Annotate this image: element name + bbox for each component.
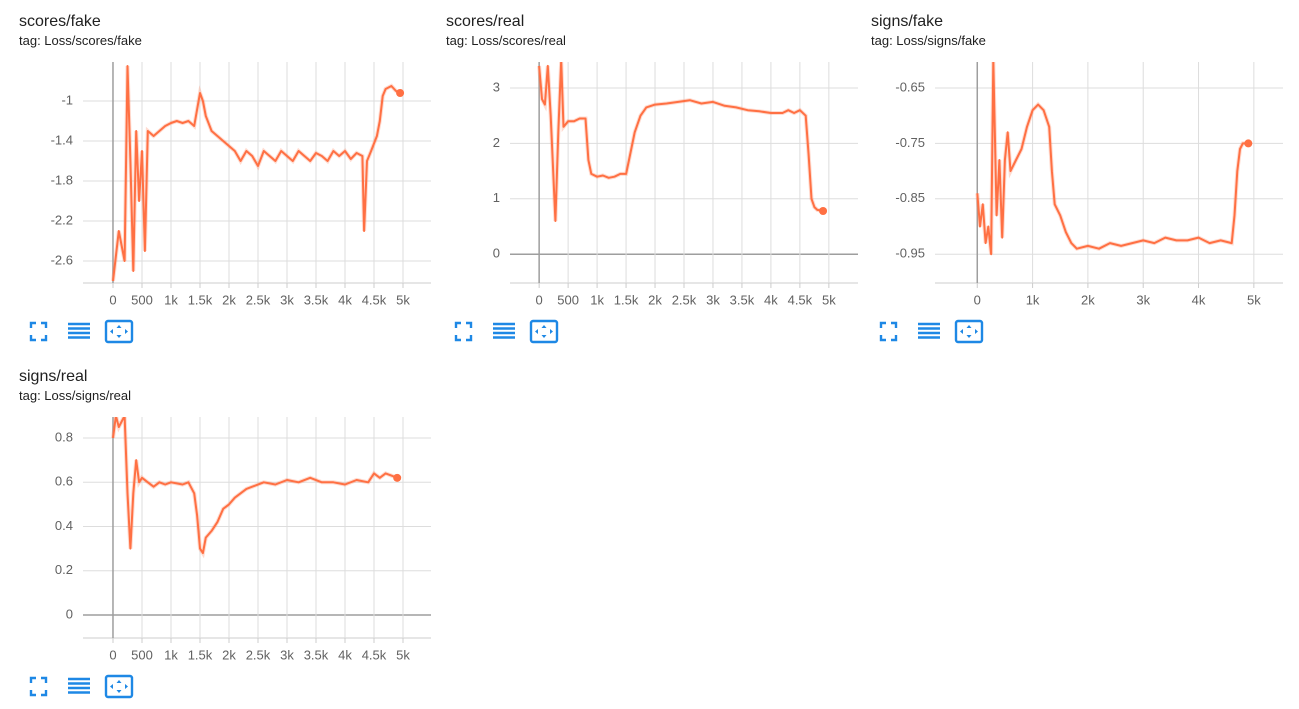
y-tick-label: 2 (493, 135, 500, 150)
y-tick-label: 1 (493, 190, 500, 205)
chart-subtitle: tag: Loss/scores/real (446, 33, 566, 48)
last-point (393, 473, 402, 482)
raw-line (537, 62, 824, 222)
chart-toolbar[interactable] (454, 319, 559, 344)
x-tick-label: 1.5k (188, 647, 213, 662)
x-tick-label: 3k (706, 292, 720, 307)
y-tick-label: 0 (493, 246, 500, 261)
y-tick-label: 3 (493, 79, 500, 94)
chart-subtitle: tag: Loss/scores/fake (19, 33, 142, 48)
x-tick-label: 2k (222, 292, 236, 307)
x-tick-label: 4k (1192, 292, 1206, 307)
y-tick-label: -0.95 (895, 246, 925, 261)
chart-subtitle: tag: Loss/signs/fake (871, 33, 986, 48)
x-tick-label: 1k (164, 292, 178, 307)
last-point (819, 206, 828, 215)
y-tick-label: 0.6 (55, 474, 73, 489)
y-tick-label: -2.2 (51, 212, 73, 227)
x-tick-label: 0 (109, 292, 116, 307)
series-line (112, 65, 401, 282)
x-tick-label: 3k (280, 292, 294, 307)
chart-title: signs/real (19, 368, 87, 385)
x-tick-label: 4.5k (788, 292, 813, 307)
y-tick-label: -1.8 (51, 172, 73, 187)
x-tick-label: 4.5k (362, 292, 387, 307)
y-tick-label: -1 (61, 92, 73, 107)
y-tick-label: 0.8 (55, 429, 73, 444)
chart-toolbar[interactable] (29, 674, 134, 699)
chart-title: scores/fake (19, 13, 101, 30)
x-tick-label: 0 (974, 292, 981, 307)
x-tick-label: 1k (164, 647, 178, 662)
x-tick-label: 5k (822, 292, 836, 307)
x-tick-label: 3.5k (304, 292, 329, 307)
x-tick-label: 1.5k (614, 292, 639, 307)
chart-panel: signs/real tag: Loss/signs/real 0 0.2 0.4 0.6… (19, 368, 431, 662)
chart-panel: scores/real tag: Loss/scores/real 0 1 2 3 0 500… (446, 13, 858, 307)
x-tick-label: 0 (536, 292, 543, 307)
x-tick-label: 5k (396, 647, 410, 662)
series-line (538, 62, 824, 222)
x-tick-label: 2k (648, 292, 662, 307)
series-line (112, 417, 398, 555)
y-tick-label: -0.65 (895, 79, 925, 94)
x-tick-label: 500 (131, 292, 153, 307)
x-tick-label: 3.5k (730, 292, 755, 307)
y-tick-label: 0.2 (55, 562, 73, 577)
y-tick-label: 0.4 (55, 518, 73, 533)
x-tick-label: 5k (1247, 292, 1261, 307)
x-tick-label: 4.5k (362, 647, 387, 662)
last-point (1244, 139, 1253, 148)
x-tick-label: 5k (396, 292, 410, 307)
x-tick-label: 1k (1026, 292, 1040, 307)
series-line (976, 62, 1249, 256)
x-tick-label: 3.5k (304, 647, 329, 662)
x-tick-label: 4k (338, 647, 352, 662)
x-tick-label: 3k (1136, 292, 1150, 307)
x-tick-label: 2.5k (672, 292, 697, 307)
chart-panel: scores/fake tag: Loss/scores/fake -2.6 -2.2… (19, 13, 431, 307)
x-tick-label: 1.5k (188, 292, 213, 307)
chart-toolbar[interactable] (879, 319, 984, 344)
last-point (396, 89, 405, 97)
chart-title: signs/fake (871, 13, 943, 30)
chart-title: scores/real (446, 13, 524, 30)
raw-line (111, 65, 401, 282)
x-tick-label: 4k (338, 292, 352, 307)
y-tick-label: -0.85 (895, 190, 925, 205)
x-tick-label: 4k (764, 292, 778, 307)
y-tick-label: -2.6 (51, 252, 73, 267)
x-tick-label: 1k (590, 292, 604, 307)
x-tick-label: 2k (1081, 292, 1095, 307)
x-tick-label: 2.5k (246, 292, 271, 307)
chart-panel: signs/fake tag: Loss/signs/fake -0.95 -0.85… (871, 13, 1283, 307)
x-tick-label: 500 (131, 647, 153, 662)
x-tick-label: 2.5k (246, 647, 271, 662)
y-tick-label: -0.75 (895, 135, 925, 150)
chart-toolbar[interactable] (29, 319, 134, 344)
y-tick-label: -1.4 (51, 132, 73, 147)
y-tick-label: 0 (66, 606, 73, 621)
x-tick-label: 500 (557, 292, 579, 307)
x-tick-label: 3k (280, 647, 294, 662)
chart-subtitle: tag: Loss/signs/real (19, 388, 131, 403)
x-tick-label: 2k (222, 647, 236, 662)
x-tick-label: 0 (109, 647, 116, 662)
